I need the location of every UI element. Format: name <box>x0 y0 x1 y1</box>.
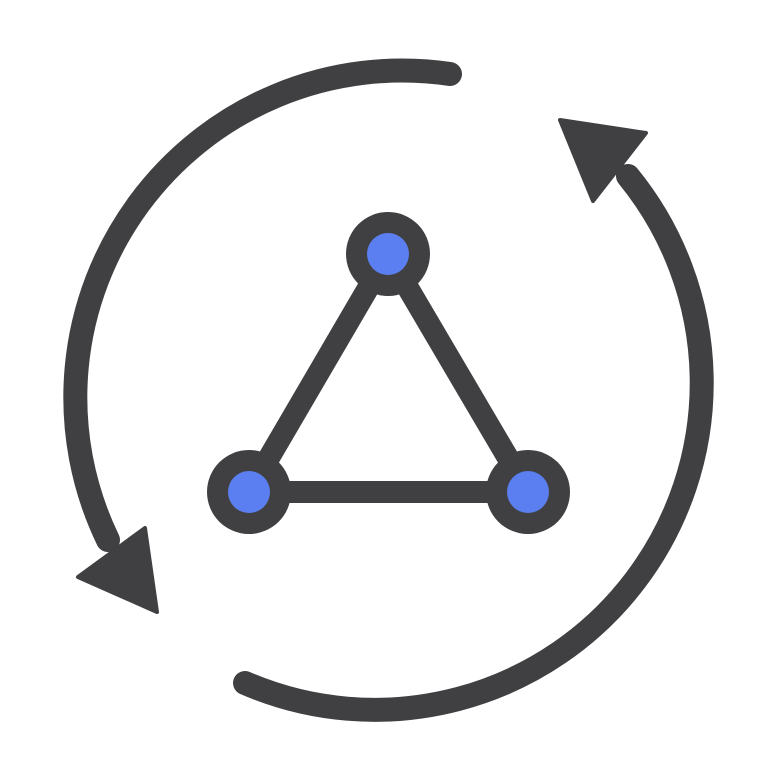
sync-arc-left <box>63 58 462 552</box>
sync-arrowhead-up-icon <box>558 118 648 203</box>
graph-node-bottom-left <box>207 450 291 534</box>
graph-edge-left <box>239 248 398 498</box>
graph-node-top <box>346 212 430 296</box>
circular-sync-arrows-icon <box>63 58 714 722</box>
graph-node-bottom-right <box>486 450 570 534</box>
sync-arrowhead-down-icon <box>76 526 159 614</box>
graph-edge-right <box>378 248 538 498</box>
sync-arc-right <box>233 164 714 722</box>
triangle-network-graph-icon <box>207 212 570 534</box>
